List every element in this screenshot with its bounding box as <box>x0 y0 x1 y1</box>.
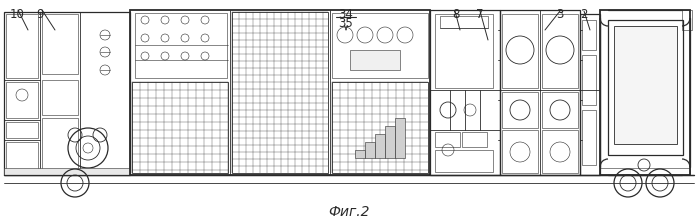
Bar <box>4 168 130 175</box>
Text: 10: 10 <box>10 8 25 21</box>
Bar <box>542 130 578 173</box>
Bar <box>42 80 78 115</box>
Bar <box>375 134 385 158</box>
Bar <box>582 110 596 165</box>
Bar <box>502 14 538 88</box>
Bar <box>4 12 130 175</box>
Bar <box>440 16 488 28</box>
Bar <box>502 92 538 128</box>
Text: 3: 3 <box>556 8 563 21</box>
Bar <box>500 10 580 175</box>
Bar <box>6 122 38 138</box>
Bar <box>42 118 78 173</box>
Text: 9: 9 <box>36 8 43 21</box>
Bar <box>614 26 677 144</box>
Bar <box>332 82 428 173</box>
Bar <box>580 14 600 175</box>
Bar <box>430 10 500 175</box>
Bar <box>6 82 38 118</box>
Text: 8: 8 <box>452 8 459 21</box>
Bar <box>365 142 375 158</box>
Bar <box>132 82 228 173</box>
Bar <box>6 14 38 78</box>
Bar <box>350 50 400 70</box>
Bar <box>502 130 538 173</box>
Bar <box>600 168 690 175</box>
Text: 7: 7 <box>476 8 484 21</box>
Text: Фиг.2: Фиг.2 <box>328 205 370 219</box>
Text: 34: 34 <box>338 8 353 21</box>
Bar <box>435 132 460 147</box>
Bar <box>435 150 493 172</box>
Bar <box>542 14 578 88</box>
Text: 35: 35 <box>338 17 352 30</box>
Bar <box>608 20 683 155</box>
Bar <box>135 13 227 78</box>
Bar <box>682 10 692 30</box>
Bar <box>130 10 430 175</box>
Bar <box>232 12 328 173</box>
Bar <box>582 20 596 50</box>
Bar <box>385 126 395 158</box>
Bar <box>6 142 38 172</box>
Bar <box>332 13 428 78</box>
Bar <box>435 14 493 88</box>
Bar <box>462 132 487 147</box>
Bar <box>42 14 78 74</box>
Bar <box>395 118 405 158</box>
Bar <box>582 55 596 105</box>
Bar <box>600 10 690 175</box>
Bar <box>542 92 578 128</box>
Text: 2: 2 <box>580 8 588 21</box>
Bar <box>355 150 365 158</box>
